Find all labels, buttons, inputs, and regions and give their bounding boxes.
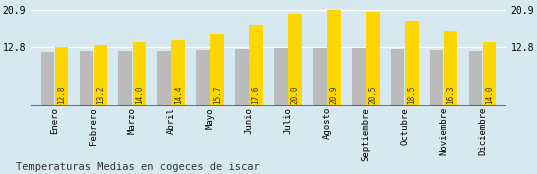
Bar xyxy=(469,51,482,106)
Bar xyxy=(119,51,132,106)
Bar xyxy=(55,47,68,106)
Bar xyxy=(171,40,185,106)
Bar xyxy=(405,21,418,106)
Bar xyxy=(352,49,366,106)
Bar xyxy=(366,12,380,106)
Text: 18.5: 18.5 xyxy=(407,86,416,104)
Bar xyxy=(444,31,458,106)
Bar xyxy=(288,14,302,106)
Bar xyxy=(430,50,444,106)
Bar xyxy=(211,34,224,106)
Text: 14.0: 14.0 xyxy=(135,86,144,104)
Bar xyxy=(157,51,171,106)
Text: 13.2: 13.2 xyxy=(96,86,105,104)
Text: 16.3: 16.3 xyxy=(446,86,455,104)
Bar xyxy=(391,49,404,106)
Bar xyxy=(41,52,54,106)
Bar xyxy=(483,42,496,106)
Bar xyxy=(249,25,263,106)
Bar xyxy=(327,10,340,106)
Text: 20.0: 20.0 xyxy=(291,86,300,104)
Text: 14.4: 14.4 xyxy=(174,86,183,104)
Bar xyxy=(313,48,326,106)
Bar xyxy=(274,49,288,106)
Bar xyxy=(235,49,249,106)
Text: 14.0: 14.0 xyxy=(485,86,494,104)
Text: 15.7: 15.7 xyxy=(213,86,222,104)
Text: 20.5: 20.5 xyxy=(368,86,378,104)
Text: Temperaturas Medias en cogeces de iscar: Temperaturas Medias en cogeces de iscar xyxy=(16,162,260,172)
Text: 12.8: 12.8 xyxy=(57,86,66,104)
Bar xyxy=(197,50,210,106)
Bar xyxy=(133,42,146,106)
Text: 20.9: 20.9 xyxy=(329,86,338,104)
Bar xyxy=(93,45,107,106)
Bar xyxy=(79,51,93,106)
Text: 17.6: 17.6 xyxy=(251,86,260,104)
